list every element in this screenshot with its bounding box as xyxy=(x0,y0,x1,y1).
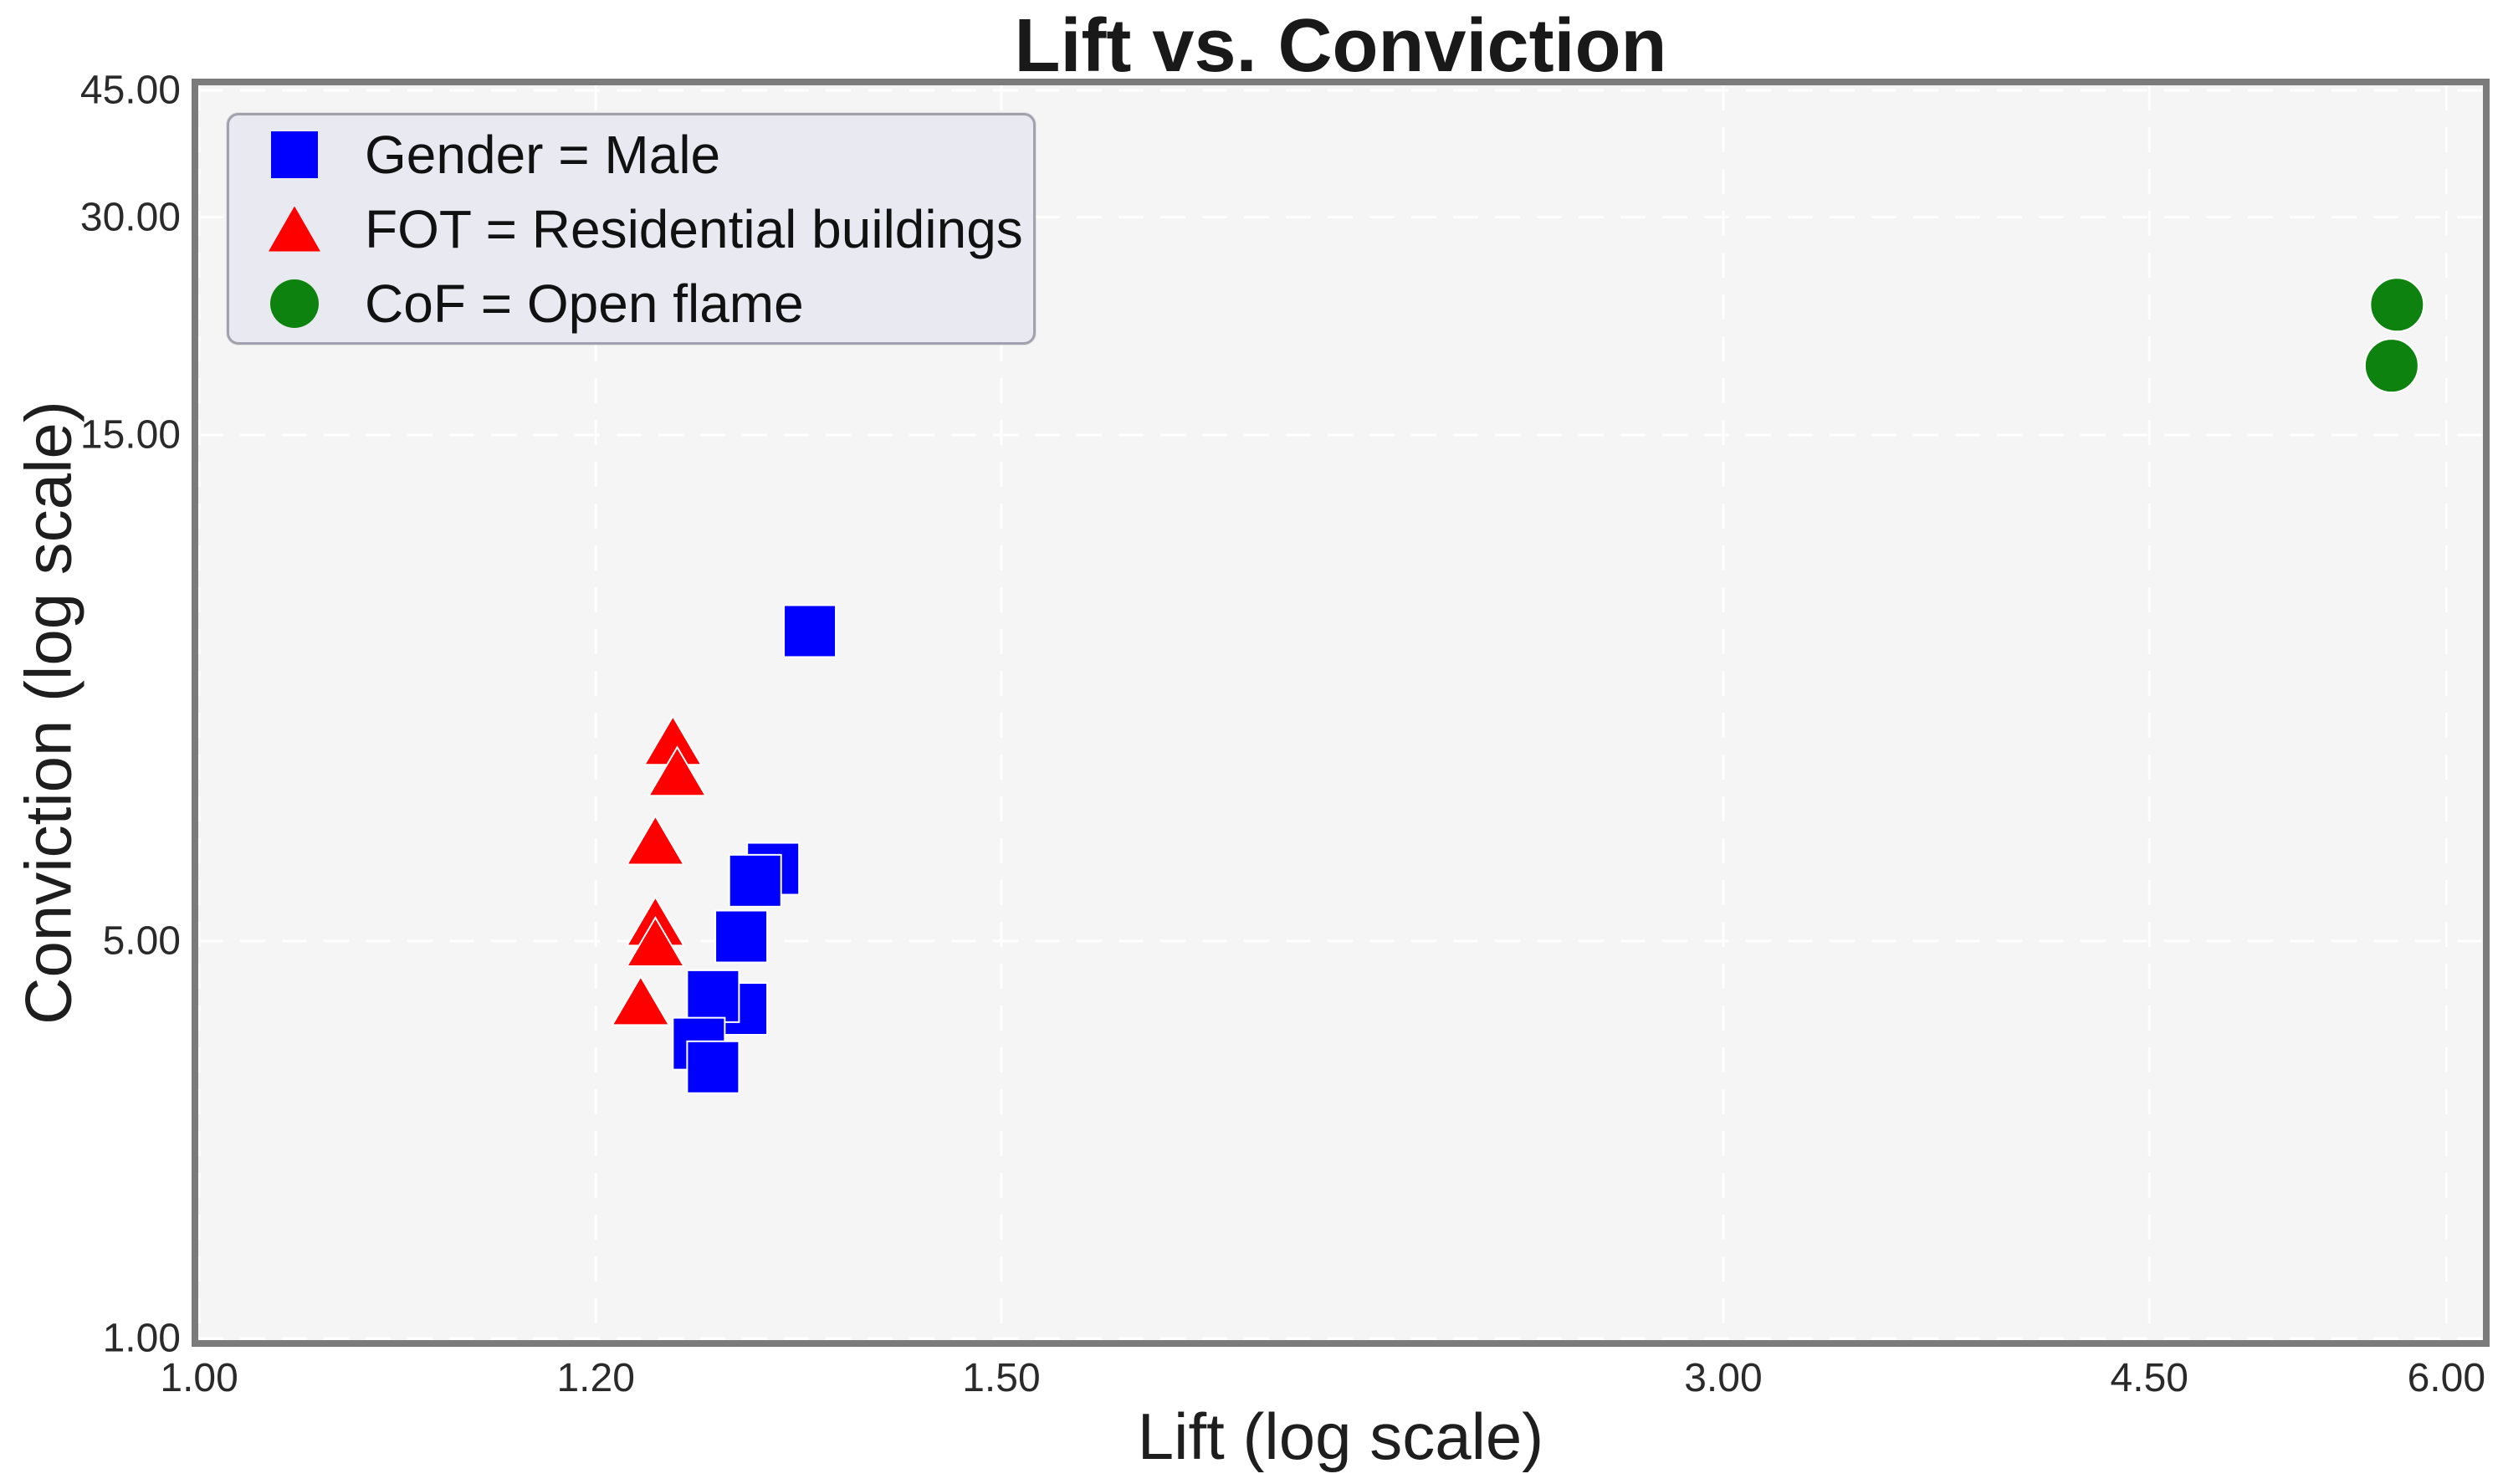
legend: Gender = Male FOT = Residential buildings… xyxy=(227,113,1036,345)
legend-row: CoF = Open flame xyxy=(229,266,1033,340)
y-tick-label: 45.00 xyxy=(79,68,181,113)
legend-row: Gender = Male xyxy=(229,117,1033,192)
circle-marker-icon xyxy=(270,279,319,328)
data-point-square xyxy=(728,853,782,908)
y-tick-label: 15.00 xyxy=(79,412,181,458)
data-point-circle xyxy=(2363,338,2419,394)
legend-label: CoF = Open flame xyxy=(365,273,804,334)
data-point-triangle xyxy=(647,745,708,797)
plot-canvas xyxy=(198,85,2483,1340)
legend-row: FOT = Residential buildings xyxy=(229,192,1033,266)
x-tick-label: 1.00 xyxy=(160,1356,238,1400)
x-tick-label: 4.50 xyxy=(2110,1356,2188,1400)
data-point-square xyxy=(714,909,769,964)
plot-svg xyxy=(198,85,2483,1340)
y-tick-label: 5.00 xyxy=(102,919,181,964)
legend-marker-cell xyxy=(268,130,321,178)
data-point-circle xyxy=(2369,277,2425,333)
y-tick-label: 30.00 xyxy=(79,195,181,239)
data-point-square xyxy=(783,604,837,658)
data-point-triangle xyxy=(625,814,686,866)
x-tick-label: 1.50 xyxy=(962,1356,1041,1400)
x-tick-label: 1.20 xyxy=(556,1356,635,1400)
y-axis-label: Conviction (log scale) xyxy=(11,401,85,1025)
data-point-square xyxy=(686,1040,740,1094)
square-marker-icon xyxy=(271,130,318,178)
chart-title: Lift vs. Conviction xyxy=(1014,4,1667,88)
legend-marker-cell xyxy=(268,206,321,252)
y-tick-label: 1.00 xyxy=(102,1316,181,1361)
legend-label: FOT = Residential buildings xyxy=(365,198,1023,259)
x-axis-label: Lift (log scale) xyxy=(1137,1400,1544,1473)
triangle-up-marker-icon xyxy=(269,206,320,252)
x-tick-label: 6.00 xyxy=(2407,1356,2486,1400)
legend-marker-cell xyxy=(268,279,321,328)
data-point-square xyxy=(686,969,740,1023)
x-tick-label: 3.00 xyxy=(1684,1356,1763,1400)
data-point-triangle xyxy=(625,915,686,967)
data-point-triangle xyxy=(611,975,671,1026)
legend-label: Gender = Male xyxy=(365,124,721,185)
